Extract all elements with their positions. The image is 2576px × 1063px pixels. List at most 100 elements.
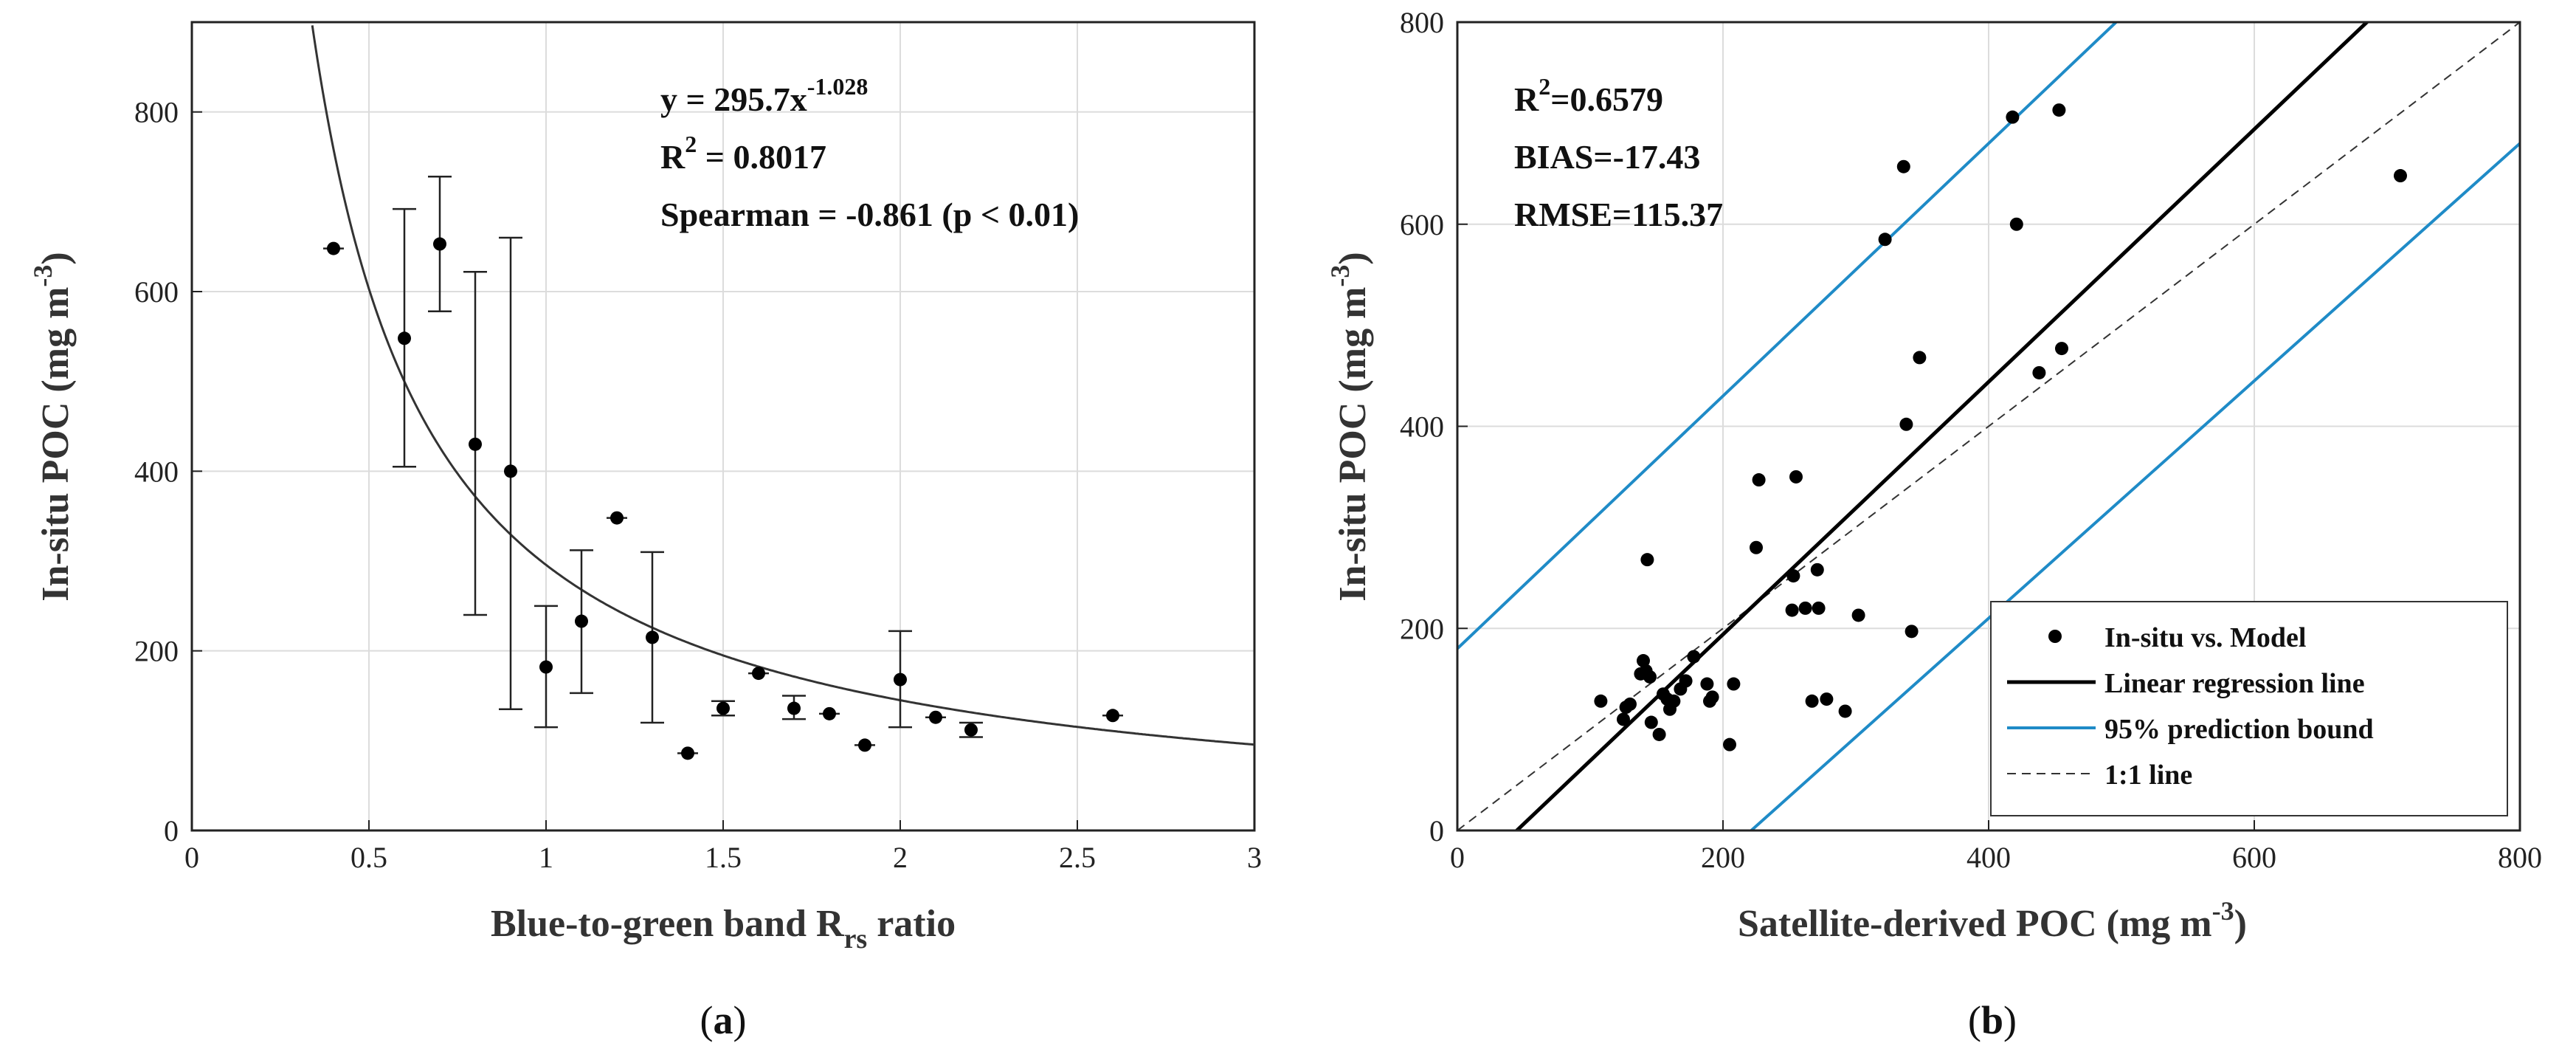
b-x-tick-label: 600	[2232, 841, 2276, 874]
panel-b-data-point	[1851, 608, 1865, 622]
b-y-tick-label: 600	[1400, 208, 1444, 241]
panel-a-spearman: Spearman = -0.861 (p < 0.01)	[660, 196, 1079, 233]
panel-a-data-point	[964, 723, 978, 737]
panel-b-lines	[1457, 22, 2520, 830]
panel-a-data-point	[610, 511, 624, 525]
panel-a-grid	[192, 22, 1254, 830]
panel-a-data-point	[752, 667, 765, 681]
panel-a-caption: (a)	[700, 998, 747, 1042]
legend-label-regression: Linear regression line	[2104, 668, 2365, 699]
panel-b-data-point	[1640, 553, 1654, 567]
a-x-tick-label: 2	[893, 841, 908, 874]
a-y-tick-label: 600	[134, 275, 179, 309]
b-x-tick-label: 400	[1966, 841, 2011, 874]
panel-a-data-point	[327, 241, 340, 255]
b-x-tick-label: 800	[2498, 841, 2542, 874]
b-y-tick-label: 200	[1400, 612, 1444, 645]
panel-b-data-point	[2009, 217, 2023, 231]
panel-b-data-point	[1705, 690, 1719, 704]
a-x-tick-label: 1	[539, 841, 553, 874]
b-y-tick-label: 0	[1429, 814, 1444, 847]
panel-b-data-point	[1623, 697, 1637, 711]
panel-b-data-point	[1750, 540, 1763, 554]
panel-b-r2: R2=0.6579	[1514, 73, 1663, 118]
panel-a-x-axis-label: Blue-to-green band Rrs ratio	[491, 903, 956, 954]
panel-b-data-point	[1905, 625, 1919, 639]
panel-a-data-point	[539, 660, 553, 674]
a-y-tick-label: 200	[134, 635, 179, 668]
panel-a-data-point	[681, 746, 694, 760]
panel-b-data-point	[1789, 469, 1803, 484]
panel-a-ticks: 0 0.5 1 1.5 2 2.5 3 0 200 400 600 800	[134, 96, 1262, 874]
panel-b-data-point	[2052, 103, 2066, 117]
legend-label-points: In-situ vs. Model	[2104, 622, 2306, 653]
b-x-tick-label: 200	[1701, 841, 1745, 874]
panel-b-ticks: 0 200 400 600 800 0 200 400 600 800	[1400, 6, 2542, 874]
panel-a-data-point	[787, 701, 801, 715]
panel-b-regression-line	[1514, 22, 2370, 830]
panel-b-data-point	[1700, 677, 1714, 691]
panel-b-data-point	[2394, 169, 2407, 183]
panel-b-data-point	[2032, 365, 2046, 379]
panel-b-data-point	[1899, 417, 1913, 431]
legend-box	[1990, 601, 2508, 816]
a-x-tick-label: 2.5	[1059, 841, 1096, 874]
panel-b-legend: In-situ vs. Model Linear regression line…	[1990, 601, 2508, 816]
panel-b-data-point	[1785, 603, 1799, 617]
panel-b-data-point	[2006, 110, 2020, 124]
panel-b-data-point	[1752, 473, 1766, 487]
panel-a-data-point	[894, 672, 907, 687]
panel-b-data-point	[1679, 674, 1693, 688]
panel-b: 0 200 400 600 800 0 200 400 600 800 R2=0.6579 BIA…	[1325, 6, 2542, 1042]
a-y-tick-label: 0	[164, 814, 179, 847]
b-y-tick-label: 800	[1400, 6, 1444, 39]
panel-a-data-point	[1106, 709, 1119, 723]
panel-b-data-point	[1594, 694, 1608, 708]
panel-a-data-point	[929, 710, 942, 724]
panel-b-data-point	[1643, 670, 1657, 684]
legend-label-prediction: 95% prediction bound	[2104, 714, 2374, 745]
panel-b-data-point	[1652, 727, 1666, 741]
panel-a-data-point	[575, 614, 588, 628]
panel-b-data-point	[1727, 677, 1741, 691]
panel-b-data-point	[1637, 654, 1650, 668]
panel-b-data-point	[1838, 704, 1852, 718]
panel-b-data-point	[1786, 569, 1800, 583]
panel-b-prediction-lower	[1749, 142, 2520, 830]
panel-b-data-point	[1878, 233, 1892, 247]
panel-a-data-point	[504, 464, 517, 478]
panel-a-data-point	[469, 437, 482, 451]
a-x-tick-label: 0	[184, 841, 199, 874]
legend-label-one-to-one: 1:1 line	[2104, 760, 2192, 791]
a-y-tick-label: 800	[134, 96, 179, 129]
panel-b-data-point	[1687, 650, 1701, 664]
panel-b-bias: BIAS=-17.43	[1514, 138, 1700, 176]
panel-a-data-point	[433, 237, 446, 251]
panel-b-one-to-one-line	[1457, 22, 2520, 830]
panel-a-y-axis-label: In-situ POC (mg m-3)	[28, 252, 77, 601]
panel-b-data-point	[1820, 692, 1834, 706]
panel-b-data-point	[1667, 694, 1681, 708]
panel-b-data-point	[1805, 694, 1819, 708]
panel-b-data-point	[1896, 159, 1910, 173]
panel-b-data-point	[2055, 342, 2068, 356]
a-y-tick-label: 400	[134, 455, 179, 488]
panel-a: 0 0.5 1 1.5 2 2.5 3 0 200 400 600 800 y = 295.7x-1.…	[28, 21, 1262, 1042]
panel-b-prediction-upper	[1457, 22, 2119, 650]
b-x-tick-label: 0	[1450, 841, 1465, 874]
panel-a-equation: y = 295.7x-1.028	[660, 73, 868, 118]
panel-b-data-point	[1644, 715, 1658, 729]
panel-b-rmse: RMSE=115.37	[1514, 196, 1723, 233]
panel-b-data-point	[1812, 601, 1826, 615]
panel-a-data-point	[823, 706, 836, 720]
panel-b-x-axis-label: Satellite-derived POC (mg m-3)	[1738, 896, 2247, 945]
a-x-tick-label: 0.5	[351, 841, 387, 874]
panel-a-data-point	[858, 738, 871, 752]
panel-b-data-point	[1798, 601, 1812, 615]
panel-b-data-point	[1810, 563, 1824, 577]
panel-b-caption: (b)	[1968, 998, 2017, 1042]
panel-b-y-axis-label: In-situ POC (mg m-3)	[1325, 252, 1374, 601]
panel-a-r2: R2 = 0.8017	[660, 131, 826, 176]
legend-marker-points	[2048, 630, 2062, 643]
